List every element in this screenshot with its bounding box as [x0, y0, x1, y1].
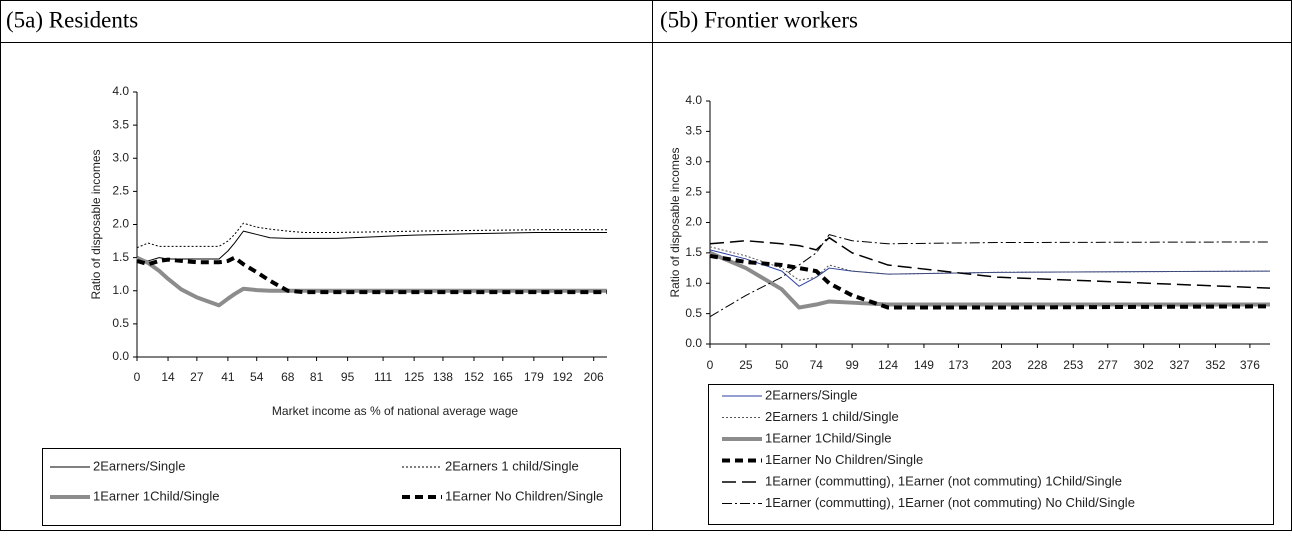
x-tick-label: 0	[134, 370, 141, 384]
y-tick-label: 1.0	[685, 275, 702, 289]
y-tick-label: 2.5	[685, 184, 702, 198]
y-tick-label: 1.5	[112, 250, 129, 264]
x-tick-label: 95	[341, 370, 355, 384]
y-axis-title: Ratio of disposable incomes	[668, 147, 682, 297]
x-tick-label: 50	[775, 358, 789, 372]
legend-label: 1Earner 1Child/Single	[93, 488, 219, 503]
y-tick-label: 0.5	[112, 316, 129, 330]
y-tick-label: 0.0	[685, 336, 702, 350]
x-tick-label: 152	[464, 370, 484, 384]
panel-title: (5b) Frontier workers	[660, 7, 858, 32]
legend-label: 2Earners/Single	[93, 458, 186, 473]
x-tick-label: 111	[374, 370, 393, 384]
x-tick-label: 149	[914, 358, 934, 372]
legend-label: 1Earner No Children/Single	[445, 488, 603, 503]
x-tick-label: 124	[878, 358, 898, 372]
legend-label: 2Earners 1 child/Single	[765, 409, 899, 424]
series-line	[136, 255, 607, 295]
x-tick-label: 54	[250, 370, 264, 384]
x-axis-title: Market income as % of national average w…	[272, 404, 518, 418]
y-tick-label: 3.0	[112, 150, 129, 164]
x-tick-label: 0	[707, 358, 714, 372]
y-tick-label: 0.0	[112, 349, 129, 363]
x-tick-label: 203	[991, 358, 1011, 372]
panel-title: (5a) Residents	[6, 7, 138, 32]
y-tick-label: 2.0	[112, 217, 129, 231]
x-tick-label: 302	[1134, 358, 1154, 372]
y-tick-label: 4.0	[112, 84, 129, 98]
x-tick-label: 253	[1063, 358, 1083, 372]
x-tick-label: 68	[281, 370, 295, 384]
x-tick-label: 277	[1098, 358, 1118, 372]
legend-box	[708, 384, 1274, 525]
y-tick-label: 1.0	[112, 283, 129, 297]
x-tick-label: 14	[161, 370, 175, 384]
x-tick-label: 179	[524, 370, 544, 384]
y-axis-title: Ratio of disposable incomes	[89, 149, 103, 299]
series-line	[136, 222, 607, 249]
legend-label: 1Earner No Children/Single	[765, 452, 923, 467]
y-tick-label: 0.5	[685, 306, 702, 320]
x-tick-label: 81	[310, 370, 324, 384]
x-tick-label: 327	[1170, 358, 1190, 372]
x-tick-label: 25	[739, 358, 753, 372]
series-line	[709, 246, 1271, 281]
y-tick-label: 2.0	[685, 215, 702, 229]
series-line	[709, 253, 1271, 310]
legend-label: 2Earners/Single	[765, 387, 858, 402]
y-tick-label: 2.5	[112, 184, 129, 198]
legend-label: 1Earner 1Child/Single	[765, 430, 891, 445]
x-tick-label: 125	[404, 370, 424, 384]
x-tick-label: 74	[810, 358, 824, 372]
series-line	[709, 234, 1271, 318]
x-tick-label: 27	[190, 370, 204, 384]
series-line	[709, 236, 1271, 289]
y-tick-label: 3.0	[685, 154, 702, 168]
legend-label: 1Earner (commutting), 1Earner (not commu…	[765, 473, 1122, 488]
series-line	[136, 255, 607, 308]
x-tick-label: 192	[553, 370, 573, 384]
legend-label: 1Earner (commutting), 1Earner (not commu…	[765, 495, 1135, 510]
legend-box	[42, 448, 621, 526]
series-line	[136, 230, 607, 262]
x-tick-label: 41	[221, 370, 235, 384]
y-tick-label: 3.5	[112, 117, 129, 131]
series-line	[709, 251, 1270, 310]
y-tick-label: 3.5	[685, 124, 702, 138]
x-tick-label: 228	[1027, 358, 1047, 372]
legend-label: 2Earners 1 child/Single	[445, 458, 579, 473]
x-tick-label: 165	[493, 370, 513, 384]
y-tick-label: 4.0	[685, 93, 702, 107]
x-tick-label: 99	[845, 358, 859, 372]
x-tick-label: 173	[948, 358, 968, 372]
x-tick-label: 376	[1240, 358, 1260, 372]
x-tick-label: 352	[1205, 358, 1225, 372]
x-tick-label: 138	[433, 370, 453, 384]
y-tick-label: 1.5	[685, 245, 702, 259]
x-tick-label: 206	[584, 370, 604, 384]
